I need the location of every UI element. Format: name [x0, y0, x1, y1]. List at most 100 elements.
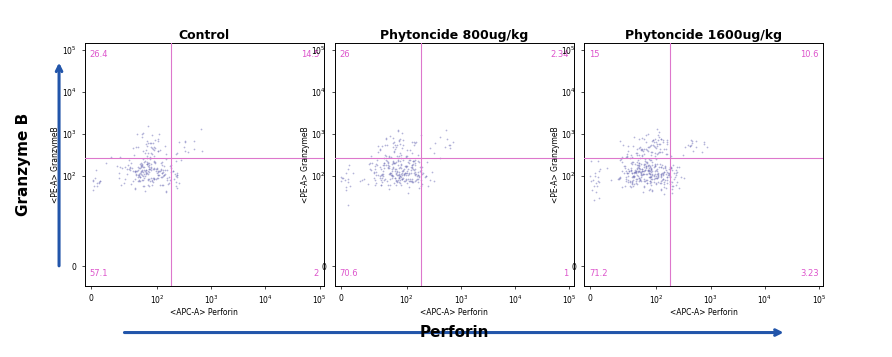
Point — [99, 160, 113, 166]
Point — [156, 169, 170, 175]
Point — [393, 165, 408, 170]
Point — [619, 176, 633, 182]
Point — [643, 182, 657, 188]
Point — [590, 183, 604, 189]
Point — [395, 131, 409, 136]
Point — [621, 174, 635, 179]
Point — [133, 165, 147, 171]
Point — [114, 182, 128, 188]
Point — [655, 178, 669, 183]
Point — [642, 162, 657, 168]
Point — [651, 137, 665, 142]
Point — [402, 178, 417, 183]
Point — [166, 168, 180, 174]
Point — [644, 152, 658, 157]
Point — [87, 183, 101, 189]
Point — [400, 163, 414, 169]
Point — [442, 142, 456, 147]
Point — [92, 180, 106, 186]
Point — [144, 145, 158, 150]
Point — [373, 146, 387, 152]
Point — [638, 167, 652, 172]
Text: 2: 2 — [314, 269, 319, 278]
Point — [650, 171, 665, 177]
Point — [390, 153, 404, 159]
Point — [392, 171, 407, 177]
Point — [399, 163, 413, 169]
Point — [145, 182, 160, 188]
Point — [665, 183, 680, 188]
Point — [640, 159, 654, 165]
Point — [619, 154, 633, 160]
Point — [410, 169, 425, 175]
Point — [395, 170, 409, 176]
Point — [169, 183, 184, 188]
Point — [640, 168, 655, 174]
Point — [648, 153, 662, 159]
Point — [588, 171, 602, 176]
Point — [103, 154, 118, 159]
Point — [643, 171, 657, 177]
Point — [646, 142, 660, 148]
Point — [383, 170, 397, 176]
Point — [146, 179, 161, 185]
Point — [633, 177, 648, 182]
Point — [131, 178, 145, 184]
Point — [137, 171, 152, 177]
Point — [647, 172, 661, 177]
Point — [124, 160, 138, 166]
Point — [133, 174, 147, 180]
Point — [136, 183, 150, 189]
Point — [370, 162, 384, 168]
Point — [392, 159, 407, 164]
Point — [136, 169, 150, 175]
Point — [616, 170, 631, 176]
Point — [683, 144, 698, 149]
Point — [632, 177, 647, 183]
Point — [657, 165, 672, 171]
Point — [409, 140, 423, 146]
Point — [646, 137, 660, 143]
Point — [642, 187, 657, 193]
Point — [434, 134, 448, 140]
Point — [384, 175, 399, 181]
Point — [637, 146, 651, 152]
Point — [669, 171, 683, 176]
Point — [622, 179, 636, 185]
Point — [629, 171, 643, 176]
Point — [620, 153, 634, 159]
Point — [623, 155, 637, 160]
Point — [656, 165, 670, 171]
Point — [648, 144, 663, 150]
Point — [389, 178, 403, 183]
Point — [589, 190, 603, 195]
Point — [624, 178, 638, 184]
Point — [396, 167, 410, 173]
Point — [154, 174, 169, 180]
Point — [391, 155, 405, 161]
Text: 10.6: 10.6 — [800, 50, 819, 59]
Point — [445, 139, 459, 145]
Point — [122, 166, 136, 172]
Point — [147, 166, 161, 172]
Point — [628, 170, 642, 175]
Point — [635, 153, 649, 159]
Point — [382, 160, 396, 165]
Point — [411, 158, 425, 164]
Point — [132, 171, 146, 176]
Point — [144, 167, 158, 173]
Point — [648, 175, 662, 181]
Point — [684, 138, 698, 144]
Point — [153, 169, 167, 174]
Point — [383, 176, 397, 182]
Point — [440, 136, 454, 141]
Point — [643, 143, 657, 149]
Point — [136, 173, 150, 178]
Point — [386, 160, 401, 166]
Point — [397, 166, 411, 172]
Point — [411, 176, 425, 182]
Point — [143, 162, 157, 168]
Point — [148, 137, 162, 142]
Point — [438, 144, 452, 150]
Point — [637, 168, 651, 174]
